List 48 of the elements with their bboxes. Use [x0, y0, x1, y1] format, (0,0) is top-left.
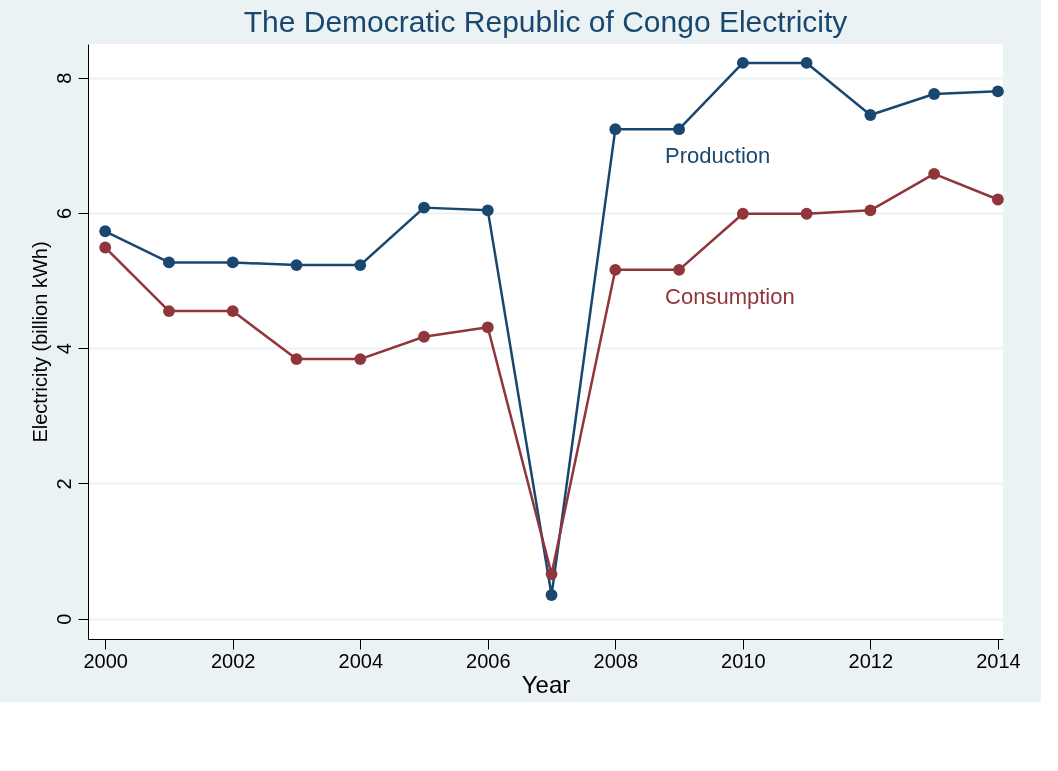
series-label: Consumption [665, 283, 795, 309]
point [354, 259, 367, 271]
point [354, 353, 367, 365]
point [800, 57, 813, 69]
x-tick-label: 2004 [338, 649, 384, 672]
x-tick-label: 2006 [466, 649, 511, 672]
y-tick-label: 2 [52, 478, 75, 490]
point [163, 305, 175, 317]
point [226, 305, 239, 317]
x-axis-title: Year [521, 670, 571, 698]
chart-title: The Democratic Republic of Congo Electricity [243, 5, 848, 38]
point [290, 259, 303, 271]
point [481, 204, 494, 217]
point [800, 207, 813, 220]
point [928, 88, 941, 100]
point [226, 256, 239, 269]
point [99, 225, 112, 238]
point [673, 263, 685, 276]
x-tick-label: 2008 [593, 649, 639, 672]
x-tick-label: 2010 [721, 649, 766, 672]
point [864, 204, 877, 217]
point [481, 321, 494, 334]
point [609, 123, 622, 136]
x-tick-label: 2000 [83, 649, 128, 672]
point [864, 109, 877, 121]
y-tick-label: 4 [52, 343, 75, 355]
x-tick-label: 2012 [848, 649, 894, 672]
y-tick-label: 8 [52, 72, 75, 84]
point [418, 330, 430, 343]
point [991, 85, 1004, 98]
point [991, 193, 1004, 206]
y-axis-title: Electricity (billion kWh) [28, 241, 51, 443]
point [736, 207, 749, 220]
point [736, 57, 749, 69]
y-tick-label: 0 [52, 613, 75, 625]
x-tick-label: 2014 [976, 649, 1021, 672]
x-tick-label: 2002 [210, 649, 256, 672]
point [545, 568, 558, 580]
point [99, 241, 112, 254]
series-label: Production [665, 143, 771, 169]
point [928, 167, 941, 180]
y-tick-label: 6 [52, 207, 75, 220]
point [163, 256, 175, 269]
point [545, 589, 558, 601]
point [290, 353, 303, 365]
point [609, 263, 622, 276]
point [673, 123, 685, 136]
point [418, 201, 430, 214]
